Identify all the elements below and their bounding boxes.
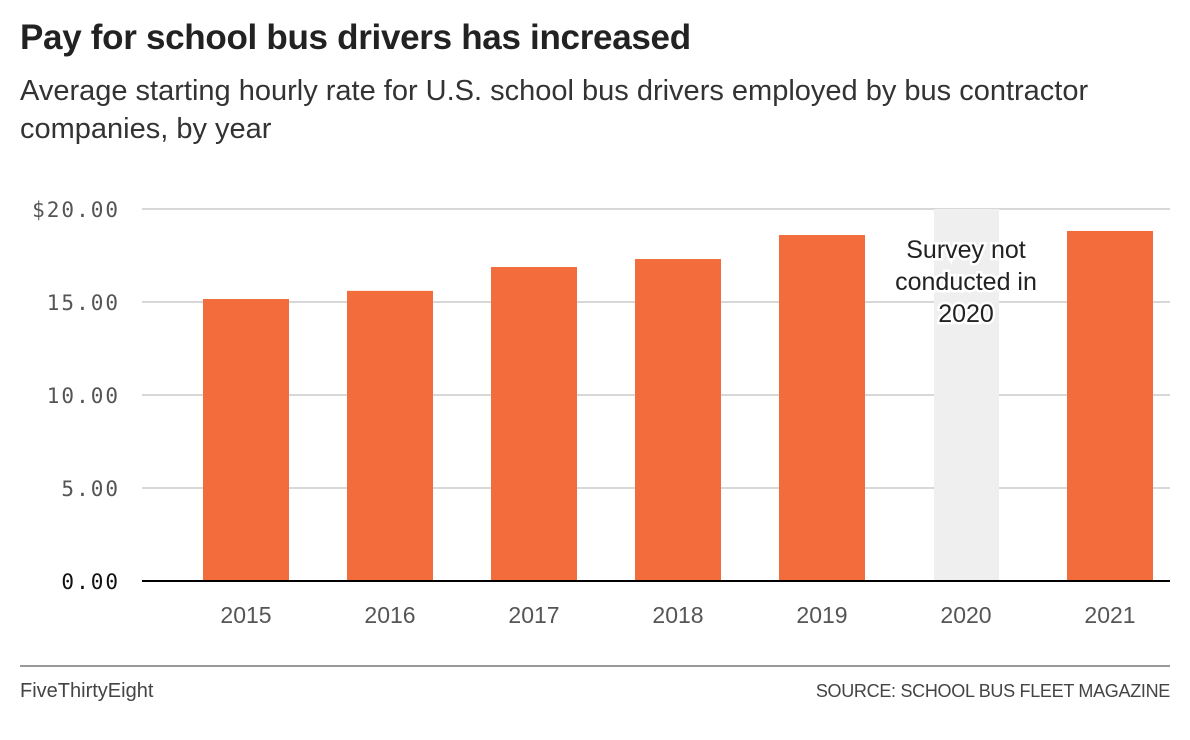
x-tick-label: 2017 xyxy=(508,602,559,628)
bar-2016 xyxy=(347,290,433,581)
y-tick-label: 10.00 xyxy=(47,384,120,408)
x-tick-label: 2015 xyxy=(220,602,271,628)
bar-2015 xyxy=(203,299,289,581)
bar-2019 xyxy=(779,235,865,582)
y-tick-label: $20.00 xyxy=(32,198,120,222)
x-tick-label: 2018 xyxy=(652,602,703,628)
y-tick-label: 0.00 xyxy=(61,570,120,594)
annotation-text: conducted in xyxy=(895,268,1037,296)
annotations: Survey not conducted in 2020 xyxy=(893,234,1040,331)
brand-logo-text: FiveThirtyEight xyxy=(20,680,154,702)
missing-data-bands xyxy=(934,209,999,581)
bar-2017 xyxy=(491,267,577,581)
missing-data-band xyxy=(934,209,999,581)
x-tick-label: 2019 xyxy=(796,602,847,628)
annotation-text: 2020 xyxy=(938,300,994,328)
chart-title: Pay for school bus drivers has increased xyxy=(20,18,691,57)
annotation-text: Survey not xyxy=(906,236,1026,264)
x-tick-label: 2016 xyxy=(364,602,415,628)
y-tick-label: 5.00 xyxy=(61,477,120,501)
x-tick-label: 2020 xyxy=(940,602,991,628)
bars xyxy=(203,230,1153,582)
y-tick-label: 15.00 xyxy=(47,291,120,315)
x-tick-label: 2021 xyxy=(1084,602,1135,628)
footer-divider xyxy=(20,665,1170,667)
bar-2021 xyxy=(1067,230,1153,581)
x-axis-ticks: 2015 2016 2017 2018 2019 2020 2021 xyxy=(220,602,1135,628)
bar-2018 xyxy=(635,259,721,581)
source-note: SOURCE: SCHOOL BUS FLEET MAGAZINE xyxy=(815,681,1170,701)
chart-subtitle: Average starting hourly rate for U.S. sc… xyxy=(20,75,1089,145)
y-axis-ticks: 0.00 5.00 10.00 15.00 $20.00 xyxy=(32,198,120,594)
